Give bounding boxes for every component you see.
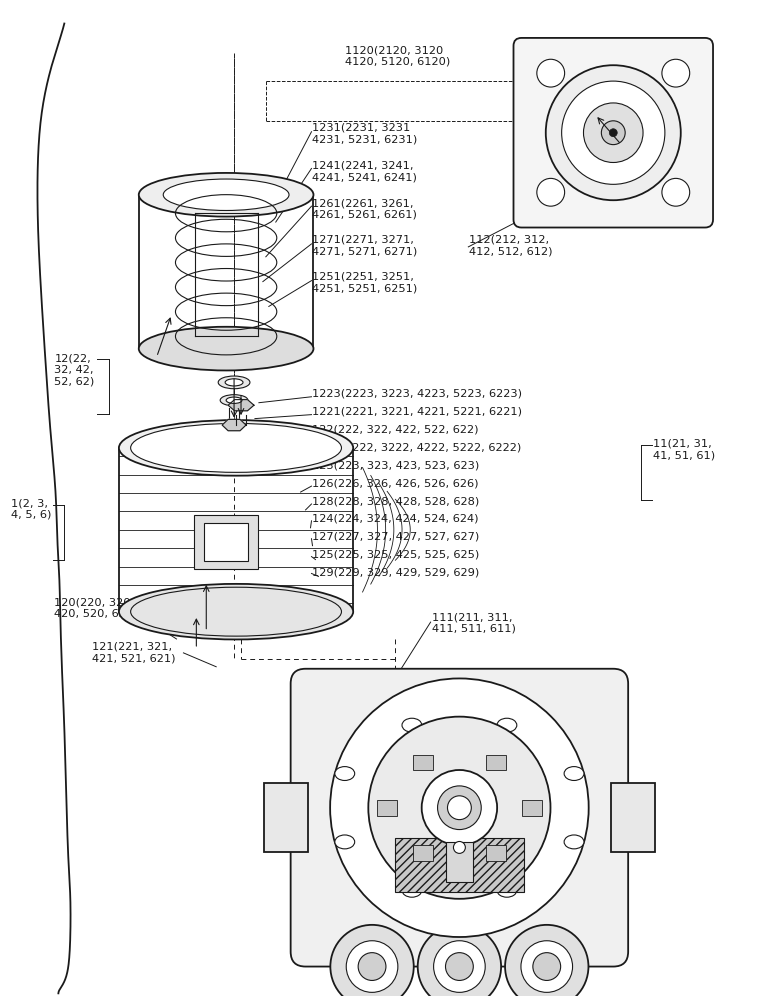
Bar bbox=[612, 783, 655, 852]
Text: 112(212, 312,
412, 512, 612): 112(212, 312, 412, 512, 612) bbox=[469, 235, 553, 257]
Text: 126(226, 326, 426, 526, 626): 126(226, 326, 426, 526, 626) bbox=[313, 478, 479, 488]
Ellipse shape bbox=[139, 173, 313, 217]
Circle shape bbox=[422, 770, 497, 845]
Text: 122(222, 322, 422, 522, 622): 122(222, 322, 422, 522, 622) bbox=[313, 425, 479, 435]
Polygon shape bbox=[222, 419, 246, 431]
Circle shape bbox=[537, 59, 565, 87]
Ellipse shape bbox=[564, 767, 584, 780]
Circle shape bbox=[662, 59, 690, 87]
Text: 1231(2231, 3231
4231, 5231, 6231): 1231(2231, 3231 4231, 5231, 6231) bbox=[313, 123, 418, 144]
Text: 1222(2222, 3222, 4222, 5222, 6222): 1222(2222, 3222, 4222, 5222, 6222) bbox=[313, 442, 522, 452]
Circle shape bbox=[521, 941, 572, 992]
Circle shape bbox=[453, 841, 466, 853]
Circle shape bbox=[434, 941, 485, 992]
Ellipse shape bbox=[402, 883, 422, 897]
Text: 1241(2241, 3241,
4241, 5241, 6241): 1241(2241, 3241, 4241, 5241, 6241) bbox=[313, 161, 417, 182]
Circle shape bbox=[537, 178, 565, 206]
Polygon shape bbox=[228, 400, 254, 411]
Text: 128(228, 328, 428, 528, 628): 128(228, 328, 428, 528, 628) bbox=[313, 496, 480, 506]
Circle shape bbox=[584, 103, 643, 162]
Ellipse shape bbox=[402, 718, 422, 732]
Text: 121(221, 321,
421, 521, 621): 121(221, 321, 421, 521, 621) bbox=[92, 642, 176, 664]
Ellipse shape bbox=[335, 767, 355, 780]
Ellipse shape bbox=[119, 420, 354, 476]
FancyBboxPatch shape bbox=[291, 669, 628, 967]
Circle shape bbox=[533, 953, 561, 980]
Circle shape bbox=[330, 925, 414, 1000]
Ellipse shape bbox=[497, 718, 517, 732]
Text: 1261(2261, 3261,
4261, 5261, 6261): 1261(2261, 3261, 4261, 5261, 6261) bbox=[313, 198, 417, 220]
Ellipse shape bbox=[139, 327, 313, 370]
Circle shape bbox=[438, 786, 481, 830]
Ellipse shape bbox=[226, 397, 242, 403]
Ellipse shape bbox=[335, 835, 355, 849]
FancyBboxPatch shape bbox=[513, 38, 713, 228]
Text: 12(22,
32, 42,
52, 62): 12(22, 32, 42, 52, 62) bbox=[55, 353, 95, 386]
Circle shape bbox=[446, 953, 473, 980]
Text: 127(227, 327, 427, 527, 627): 127(227, 327, 427, 527, 627) bbox=[313, 532, 480, 542]
Circle shape bbox=[330, 678, 589, 937]
Text: 129(229, 329, 429, 529, 629): 129(229, 329, 429, 529, 629) bbox=[313, 568, 480, 578]
Circle shape bbox=[447, 796, 472, 820]
Ellipse shape bbox=[119, 584, 354, 639]
Circle shape bbox=[546, 65, 681, 200]
Text: 1251(2251, 3251,
4251, 5251, 6251): 1251(2251, 3251, 4251, 5251, 6251) bbox=[313, 272, 418, 293]
Circle shape bbox=[662, 178, 690, 206]
Circle shape bbox=[418, 925, 501, 1000]
Ellipse shape bbox=[164, 179, 289, 210]
Circle shape bbox=[562, 81, 665, 184]
Circle shape bbox=[369, 717, 550, 899]
Bar bbox=[139, 195, 313, 349]
Bar bbox=[486, 845, 506, 861]
Text: 111(211, 311,
411, 511, 611): 111(211, 311, 411, 511, 611) bbox=[431, 612, 516, 634]
Bar bbox=[377, 800, 397, 816]
Ellipse shape bbox=[225, 379, 243, 386]
Circle shape bbox=[346, 941, 398, 992]
Text: 124(224, 324, 424, 524, 624): 124(224, 324, 424, 524, 624) bbox=[313, 514, 479, 524]
Ellipse shape bbox=[497, 883, 517, 897]
Bar bbox=[446, 842, 473, 882]
Ellipse shape bbox=[218, 376, 250, 389]
Circle shape bbox=[609, 129, 617, 137]
Circle shape bbox=[358, 953, 386, 980]
Ellipse shape bbox=[131, 423, 341, 472]
Bar bbox=[486, 755, 506, 770]
Bar bbox=[204, 523, 248, 561]
Bar bbox=[264, 783, 307, 852]
Ellipse shape bbox=[131, 587, 341, 636]
Text: 1221(2221, 3221, 4221, 5221, 6221): 1221(2221, 3221, 4221, 5221, 6221) bbox=[313, 407, 522, 417]
Ellipse shape bbox=[220, 395, 248, 406]
Bar bbox=[413, 845, 433, 861]
Bar bbox=[395, 838, 524, 892]
Ellipse shape bbox=[564, 835, 584, 849]
Bar bbox=[119, 448, 354, 612]
Text: 1(2, 3,
4, 5, 6): 1(2, 3, 4, 5, 6) bbox=[11, 498, 51, 520]
Text: 11(21, 31,
41, 51, 61): 11(21, 31, 41, 51, 61) bbox=[653, 438, 715, 460]
Text: 1271(2271, 3271,
4271, 5271, 6271): 1271(2271, 3271, 4271, 5271, 6271) bbox=[313, 235, 418, 257]
Circle shape bbox=[601, 121, 625, 145]
Bar bbox=[194, 515, 258, 569]
Text: 1120(2120, 3120
4120, 5120, 6120): 1120(2120, 3120 4120, 5120, 6120) bbox=[345, 45, 450, 67]
Text: 125(225, 325, 425, 525, 625): 125(225, 325, 425, 525, 625) bbox=[313, 550, 480, 560]
Circle shape bbox=[505, 925, 588, 1000]
Text: 1223(2223, 3223, 4223, 5223, 6223): 1223(2223, 3223, 4223, 5223, 6223) bbox=[313, 389, 522, 399]
Bar bbox=[522, 800, 542, 816]
Bar bbox=[413, 755, 433, 770]
Text: 123(223, 323, 423, 523, 623): 123(223, 323, 423, 523, 623) bbox=[313, 460, 480, 470]
Text: 120(220, 320,
420, 520, 620): 120(220, 320, 420, 520, 620) bbox=[55, 597, 138, 619]
